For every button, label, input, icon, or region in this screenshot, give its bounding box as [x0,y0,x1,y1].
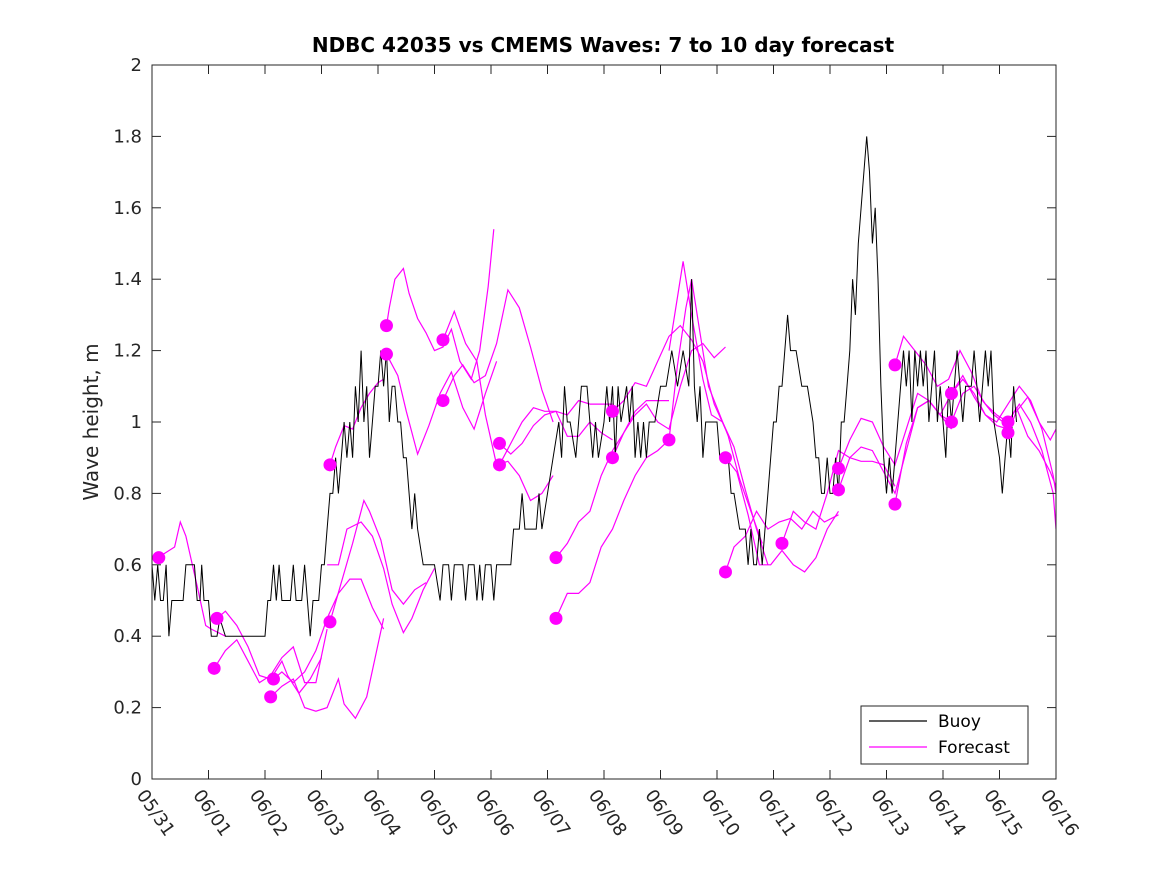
buoy-line [152,136,1017,637]
y-tick-label: 0 [131,769,142,790]
forecast-line-19 [668,279,763,544]
forecast-marker-14 [549,551,563,565]
forecast-line-23 [781,449,896,544]
forecast-line-21 [724,510,839,573]
forecast-marker-23 [831,483,845,497]
forecast-line-18 [611,342,726,458]
legend-box [860,705,1029,765]
legend-forecast-label: Forecast [938,738,1010,758]
forecast-marker-5 [264,690,278,704]
forecast-marker-29 [1001,426,1015,440]
forecast-marker-17 [605,451,619,465]
forecast-line-7 [329,498,427,623]
series-group [152,136,1056,720]
forecast-line-20 [668,261,769,565]
forecast-line-15 [555,400,669,559]
forecast-marker-25 [888,497,902,511]
plot-area [152,136,1056,720]
forecast-marker-8 [379,319,393,333]
y-tick-label: 1.8 [113,126,142,147]
y-tick-label: 2 [131,55,142,76]
forecast-marker-12 [492,436,506,450]
forecast-line-28 [950,374,1056,494]
forecast-line-22 [725,457,840,573]
legend: Buoy Forecast [860,705,1029,765]
forecast-marker-2 [210,611,224,625]
y-axis-label: Wave height, m [79,343,103,500]
forecast-marker-28 [1001,415,1015,429]
forecast-marker-3 [207,661,221,675]
forecast-line-12 [442,288,554,423]
y-tick-label: 1.6 [113,198,142,219]
forecast-line-6 [329,378,384,465]
y-tick-label: 0.6 [113,555,142,576]
forecast-line-14 [498,399,613,466]
y-tick-label: 1.4 [113,269,142,290]
forecast-marker-6 [323,458,337,472]
forecast-marker-15 [549,611,563,625]
y-tick-label: 1 [131,412,142,433]
forecast-marker-19 [718,451,732,465]
forecast-marker-24 [888,358,902,372]
forecast-marker-4 [266,672,280,686]
forecast-marker-11 [436,394,450,408]
forecast-marker-1 [152,551,166,565]
forecast-line-10 [385,353,498,457]
forecast-marker-18 [662,433,676,447]
forecast-marker-7 [323,615,337,629]
forecast-line-30 [1007,395,1056,442]
y-tick-label: 0.8 [113,483,142,504]
forecast-marker-20 [718,565,732,579]
y-tick-label: 0.4 [113,626,142,647]
forecast-line-8 [327,521,436,634]
forecast-marker-27 [944,415,958,429]
forecast-line-16 [555,439,670,619]
forecast-marker-9 [379,347,393,361]
y-tick-label: 1.2 [113,341,142,362]
forecast-marker-21 [775,536,789,550]
forecast-marker-22 [831,461,845,475]
forecast-marker-26 [944,386,958,400]
forecast-marker-10 [436,333,450,347]
forecast-marker-13 [492,458,506,472]
y-tick-label: 0.2 [113,698,142,719]
forecast-line-5 [270,618,385,720]
chart-title: NDBC 42035 vs CMEMS Waves: 7 to 10 day f… [312,33,895,57]
forecast-marker-16 [605,404,619,418]
legend-buoy-label: Buoy [938,712,981,732]
